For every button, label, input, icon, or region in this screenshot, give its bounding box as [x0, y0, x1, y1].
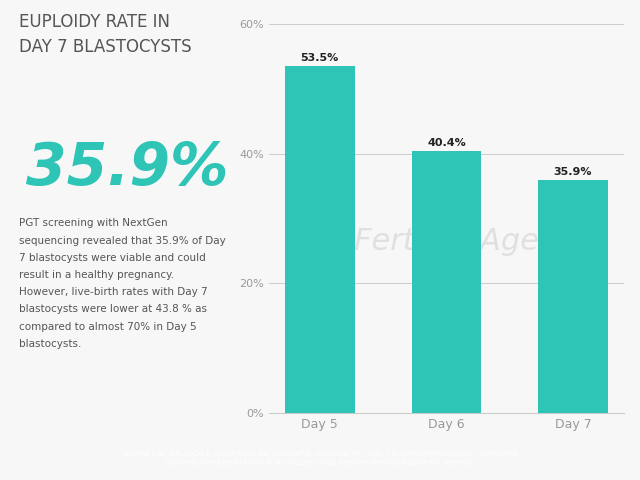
Text: PGT screening with NextGen
sequencing revealed that 35.9% of Day
7 blastocysts w: PGT screening with NextGen sequencing re…: [19, 218, 226, 349]
Bar: [412, 151, 481, 413]
Bar: [538, 180, 608, 413]
Text: 53.5%: 53.5%: [301, 53, 339, 63]
Bar: [285, 66, 355, 413]
Text: WHITNEY JB, BALLOCH K, ANDERSON RE, NUGENT N, SCHIEWE MC. DAY 7 BLASTOCYST EUPLO: WHITNEY JB, BALLOCH K, ANDERSON RE, NUGE…: [122, 451, 518, 466]
Text: 35.9%: 35.9%: [554, 167, 592, 177]
Text: 35.9%: 35.9%: [26, 140, 228, 197]
Text: EUPLOIDY RATE IN
DAY 7 BLASTOCYSTS: EUPLOIDY RATE IN DAY 7 BLASTOCYSTS: [19, 13, 192, 56]
Text: 40.4%: 40.4%: [427, 138, 466, 148]
Text: Fertility Age: Fertility Age: [354, 227, 539, 256]
